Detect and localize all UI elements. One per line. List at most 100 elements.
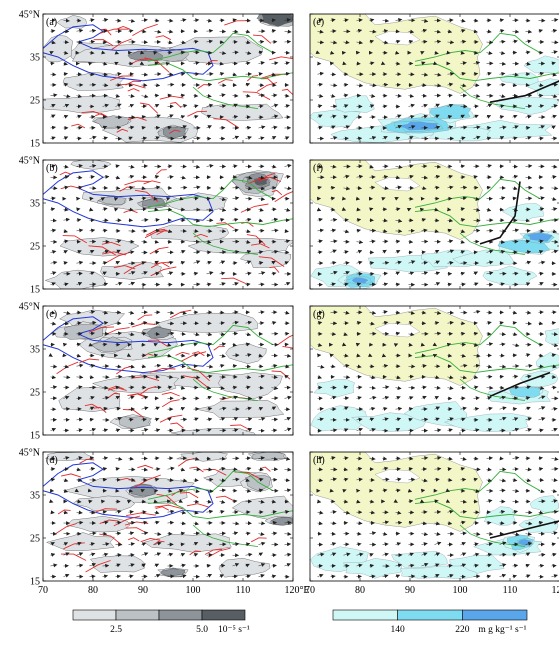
streamline	[192, 351, 205, 357]
wind-vector	[284, 310, 290, 315]
wind-vector	[245, 385, 251, 390]
wind-vector	[115, 249, 121, 254]
wind-vector	[154, 218, 160, 222]
wind-vector	[139, 50, 145, 55]
wind-vector	[232, 228, 239, 233]
wind-vector	[245, 29, 251, 34]
river-yangtze	[147, 63, 293, 82]
wind-vector	[50, 364, 58, 369]
streamline	[71, 123, 86, 129]
wind-vector	[167, 174, 174, 179]
wind-vector	[141, 417, 147, 422]
wind-vector	[76, 94, 83, 99]
wind-vector	[179, 196, 184, 201]
wind-vector	[193, 104, 199, 109]
wind-vector	[128, 136, 133, 141]
wind-vector	[206, 28, 214, 33]
wind-vector	[76, 428, 83, 433]
wind-vector	[76, 353, 82, 358]
wind-vector	[232, 72, 237, 77]
panel-label: (g)	[313, 309, 325, 320]
wind-vector	[102, 271, 107, 276]
wind-vector	[89, 396, 95, 400]
streamline	[282, 345, 293, 349]
wind-vector	[102, 249, 110, 254]
wind-vector	[193, 342, 198, 347]
lon-tick-label: 80	[355, 585, 365, 596]
wind-vector	[167, 125, 172, 130]
wind-vector	[232, 103, 238, 108]
wind-vector	[232, 135, 240, 140]
streamline	[281, 88, 293, 95]
wind-vector	[128, 164, 135, 169]
wind-vector	[115, 186, 121, 191]
wind-vector	[166, 197, 171, 201]
river-yellow	[147, 178, 274, 208]
wind-vector	[232, 385, 238, 390]
wind-vector	[154, 175, 160, 179]
wind-vector	[63, 72, 68, 77]
streamline	[159, 414, 183, 423]
wind-vector	[219, 406, 227, 411]
wind-vector	[180, 175, 186, 180]
wind-vector	[206, 18, 213, 23]
wind-vector	[167, 82, 175, 87]
wind-vector	[284, 331, 290, 336]
wind-vector	[245, 51, 252, 56]
river-yellow	[147, 32, 274, 62]
panel-f: (f)	[309, 159, 559, 290]
river-yangtze	[147, 354, 293, 374]
wind-vector	[258, 39, 265, 44]
streamline	[230, 424, 252, 431]
wind-vector	[271, 320, 277, 325]
lat-tick-label: 25	[30, 388, 40, 399]
wind-vector	[232, 320, 239, 325]
panel-label: (e)	[313, 17, 324, 28]
lat-tick-label: 15	[30, 431, 40, 442]
wind-vector	[88, 342, 93, 347]
wind-vector	[50, 385, 58, 390]
streamline	[88, 326, 115, 333]
moisture-flux-shade	[544, 328, 559, 345]
wind-vector	[206, 208, 213, 212]
wind-vector	[141, 136, 148, 141]
streamline	[137, 314, 153, 321]
wind-vector	[206, 239, 212, 244]
wind-vector	[89, 228, 96, 233]
streamline	[155, 169, 167, 175]
lat-tick-label: 25	[30, 534, 40, 545]
wind-vector	[219, 197, 227, 202]
wind-vector	[89, 174, 95, 179]
panel-h: 70 80 90 100 110 120°E (h)	[305, 451, 559, 596]
wind-vector	[63, 321, 69, 326]
wind-vector	[271, 417, 279, 422]
wind-vector	[154, 125, 161, 130]
wind-vector	[271, 164, 277, 169]
wind-vector	[232, 217, 239, 222]
wind-vector	[219, 342, 227, 347]
streamline	[182, 375, 209, 389]
wind-vector	[102, 320, 109, 325]
wind-vector	[219, 417, 226, 421]
wind-vector	[141, 320, 148, 325]
wind-vector	[89, 385, 97, 390]
wind-vector	[219, 104, 227, 109]
wind-vector	[89, 320, 97, 325]
colorbar-swatch	[158, 609, 203, 621]
wind-vector	[114, 61, 119, 66]
wind-vector	[180, 115, 186, 119]
wind-vector	[115, 385, 120, 390]
wind-vector	[193, 196, 199, 201]
panel-g: (g)	[309, 305, 559, 436]
streamline	[81, 110, 106, 117]
wind-vector	[141, 207, 147, 212]
wind-vector	[141, 196, 147, 201]
wind-vector	[63, 261, 68, 266]
wind-vector	[50, 250, 57, 254]
wind-vector	[89, 427, 97, 432]
wind-vector	[206, 271, 214, 276]
wind-vector	[219, 51, 227, 56]
wind-vector	[193, 250, 201, 255]
wind-vector	[232, 261, 238, 266]
wind-vector	[128, 395, 135, 400]
